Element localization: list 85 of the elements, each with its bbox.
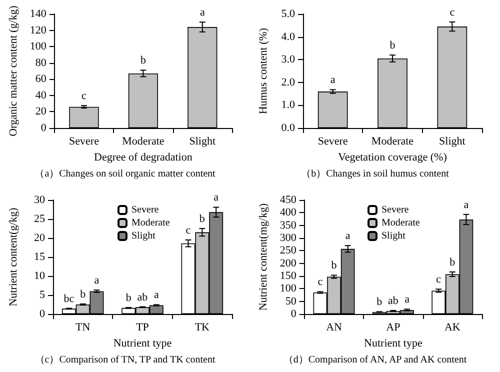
y-tick-label: 1.0 (281, 99, 296, 112)
x-tick-label: AN (326, 322, 342, 334)
y-axis-title: Humus content (%) (258, 28, 270, 114)
y-tick-label: 80 (35, 56, 47, 69)
annotation: a (330, 74, 336, 86)
legend-label: Slight (132, 230, 156, 242)
annotation: b (80, 288, 86, 300)
annotation: c (318, 276, 323, 288)
legend-label: Severe (382, 204, 410, 216)
y-tick-label: 4.0 (281, 30, 296, 43)
y-tick-label: 20 (35, 106, 47, 118)
legend-label: Slight (382, 230, 406, 242)
y-tick-label: 0 (40, 122, 47, 134)
annotation: a (154, 289, 159, 302)
legend-label: Moderate (382, 218, 420, 228)
x-tick-label: TN (75, 322, 90, 334)
x-tick-label: AK (444, 322, 460, 334)
x-tick-label: TK (194, 322, 210, 334)
x-tick-label: Severe (318, 136, 348, 148)
x-tick-label: Moderate (122, 136, 164, 148)
y-tick-label: 0 (290, 308, 297, 320)
x-axis-title: Degree of degradation (94, 152, 193, 164)
x-tick-label: Severe (69, 136, 100, 148)
y-tick-label: 450 (280, 194, 297, 206)
annotation: ab (137, 291, 148, 304)
y-tick-label: 150 (280, 270, 297, 282)
y-tick-label: 250 (280, 244, 297, 257)
annotation: a (404, 294, 410, 306)
annotation: b (199, 213, 206, 225)
y-tick-label: 120 (30, 24, 47, 36)
y-tick-label: 300 (280, 232, 297, 244)
y-tick-label: 140 (30, 8, 47, 20)
text: （c）Comparison of TN, TP and TK content (34, 354, 216, 366)
y-tick-label: 10 (34, 270, 46, 282)
text: （d）Comparison of AN, AP and AK content (283, 354, 467, 366)
annotation: a (94, 274, 100, 287)
y-tick-label: 5 (40, 289, 46, 301)
x-tick-label: Slight (439, 136, 466, 148)
legend-label: Severe (132, 204, 160, 216)
y-tick-label: 400 (280, 206, 297, 219)
y-tick-label: 100 (280, 282, 297, 295)
annotation: a (464, 198, 469, 211)
x-axis-title: Nutrient type (113, 338, 172, 350)
annotation: c (82, 90, 87, 102)
annotation: c (450, 6, 455, 18)
y-tick-label: 30 (34, 194, 46, 206)
y-tick-label: 40 (35, 89, 47, 102)
x-tick-label: Slight (189, 136, 216, 148)
y-axis-title: Nutrient content(mg/kg) (258, 203, 270, 311)
y-axis-title: Organic matter content (g/kg) (8, 5, 20, 136)
y-tick-label: 60 (35, 73, 47, 86)
annotation: b (376, 296, 383, 308)
annotation: c (436, 274, 442, 286)
annotation: c (186, 224, 191, 236)
annotation: ab (388, 294, 399, 307)
text: （a）Changes on soil organic matter content (34, 168, 216, 180)
y-axis-title: Nutrient content(g/kg) (8, 207, 20, 306)
x-tick-label: TP (136, 322, 149, 334)
legend-label: Moderate (132, 218, 170, 228)
x-tick-label: Moderate (371, 136, 414, 148)
annotation: b (390, 40, 396, 52)
y-tick-label: 20 (34, 232, 46, 244)
y-tick-label: 2.0 (281, 76, 296, 88)
x-tick-label: AP (386, 322, 400, 334)
y-tick-label: 15 (34, 251, 46, 263)
x-axis-title: Vegetation coverage (%) (338, 152, 448, 164)
annotation: b (331, 260, 338, 272)
y-tick-label: 5.0 (281, 8, 296, 20)
y-tick-label: 350 (280, 219, 297, 232)
y-tick-label: 100 (30, 40, 47, 53)
annotation: a (345, 230, 350, 242)
x-axis-title: Nutrient type (364, 338, 422, 350)
annotation: bc (64, 292, 74, 305)
annotation: a (214, 192, 219, 204)
y-tick-label: 3.0 (281, 54, 296, 66)
y-tick-label: 200 (280, 257, 297, 270)
y-tick-label: 50 (285, 295, 297, 308)
annotation: b (450, 256, 456, 268)
y-tick-label: 0 (40, 308, 46, 320)
annotation: b (126, 292, 132, 304)
annotation: a (200, 6, 205, 19)
y-tick-label: 0.0 (281, 122, 296, 134)
y-tick-label: 25 (34, 213, 46, 225)
annotation: b (140, 54, 146, 67)
text: （b）Changes in soil humus content (301, 168, 450, 180)
